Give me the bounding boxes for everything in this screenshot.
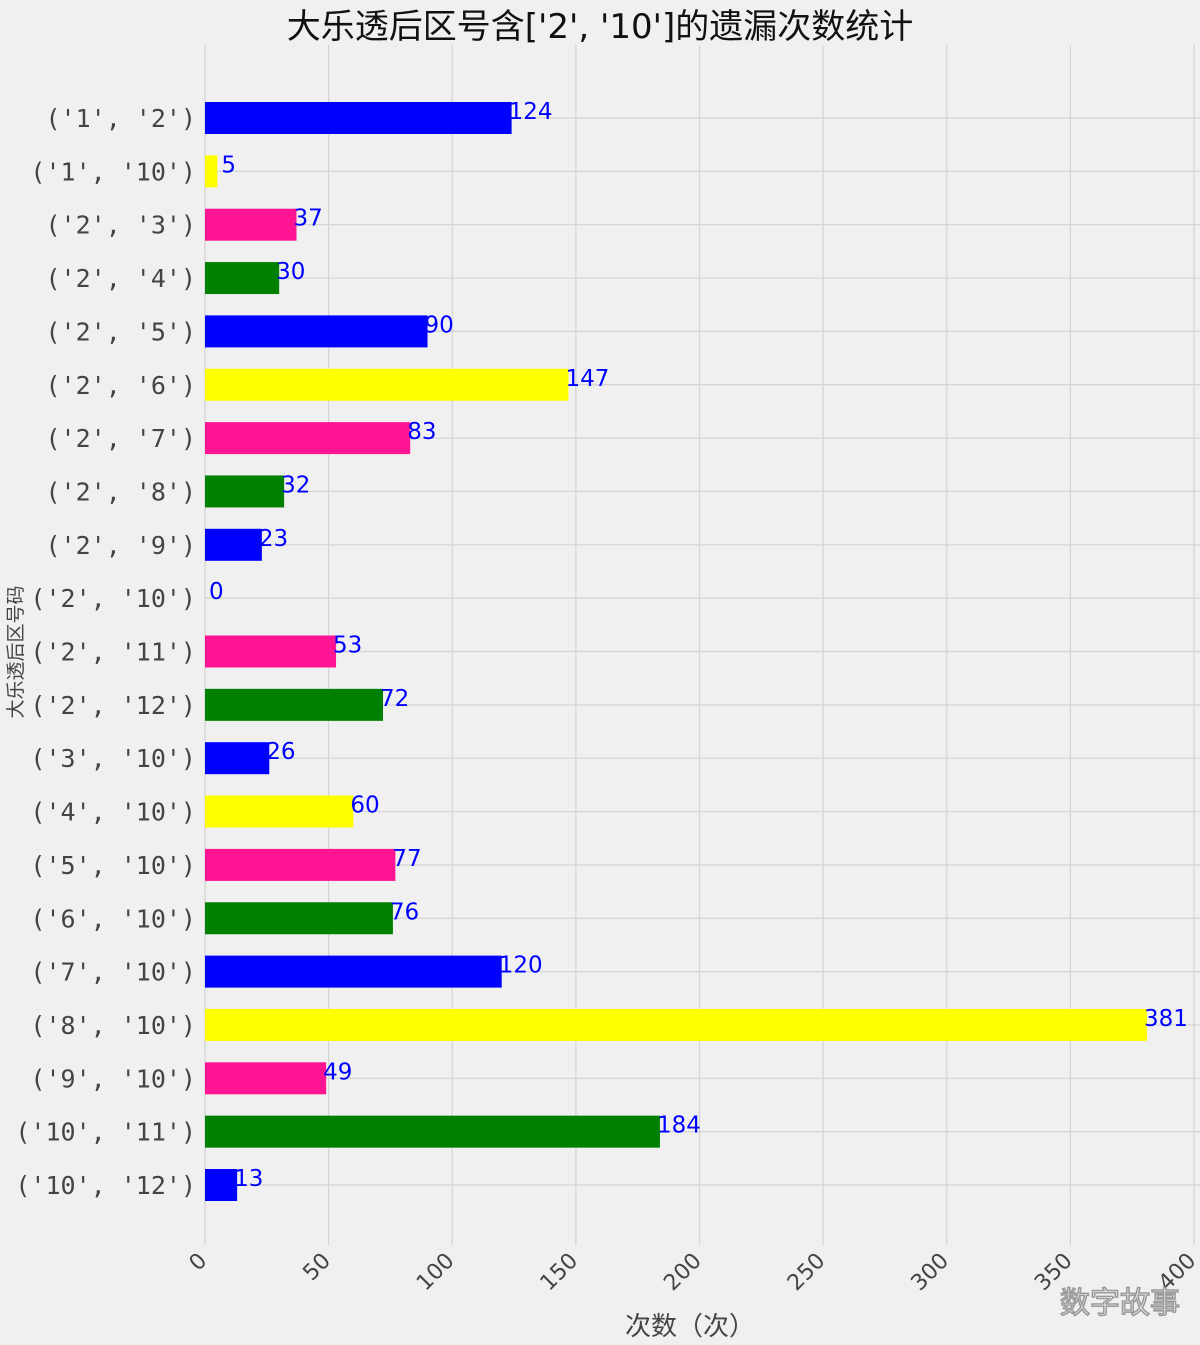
x-tick-label: 250 [783, 1249, 830, 1296]
gridlines [204, 45, 1200, 1245]
y-tick-label: ('1', '2') [45, 104, 196, 133]
y-tick-label: ('10', '11') [15, 1118, 196, 1147]
chart-title: 大乐透后区号含['2', '10']的遗漏次数统计 [287, 7, 913, 47]
bar [205, 955, 502, 988]
data-label: 30 [276, 259, 305, 285]
data-label: 72 [380, 686, 409, 712]
data-label: 90 [425, 312, 454, 338]
y-tick-label: ('3', '10') [30, 744, 196, 773]
watermark: 数字故事 [1060, 1286, 1180, 1321]
data-label: 83 [407, 419, 436, 445]
data-label: 49 [323, 1059, 352, 1085]
y-tick-label: ('4', '10') [30, 798, 196, 827]
y-tick-label: ('2', '6') [45, 371, 196, 400]
bar [205, 1062, 327, 1095]
data-label: 147 [565, 366, 609, 392]
data-label: 0 [209, 579, 224, 605]
y-tick-label: ('2', '11') [30, 638, 196, 667]
y-tick-label: ('10', '12') [15, 1171, 196, 1200]
bar [205, 688, 384, 721]
bar [205, 155, 218, 188]
data-label: 23 [259, 526, 288, 552]
bar [205, 422, 411, 455]
bar [205, 1115, 660, 1148]
data-label: 120 [499, 953, 543, 979]
y-tick-label: ('2', '8') [45, 477, 196, 506]
y-tick-label: ('2', '5') [45, 317, 196, 346]
data-label: 76 [390, 899, 419, 925]
bar [205, 208, 297, 241]
data-label: 53 [333, 633, 362, 659]
x-tick-label: 100 [412, 1249, 459, 1296]
x-tick-label: 0 [185, 1249, 213, 1277]
data-label: 77 [392, 846, 421, 872]
bar [205, 315, 428, 348]
y-tick-label: ('2', '10') [30, 584, 196, 613]
bar [205, 1169, 238, 1201]
data-label: 32 [281, 472, 310, 498]
bar [205, 1008, 1148, 1041]
y-tick-label: ('2', '3') [45, 211, 196, 240]
y-tick-label: ('2', '9') [45, 531, 196, 560]
bars [205, 102, 1148, 1201]
y-tick-label: ('2', '7') [45, 424, 196, 453]
bar [205, 795, 354, 828]
y-tick-label: ('2', '12') [30, 691, 196, 720]
y-tick-label: ('9', '10') [30, 1064, 196, 1093]
data-label: 184 [657, 1113, 701, 1139]
bar [205, 742, 270, 775]
x-axis-label: 次数（次） [625, 1312, 755, 1342]
data-label: 5 [221, 152, 236, 178]
data-label: 26 [266, 739, 295, 765]
x-tick-label: 50 [298, 1249, 335, 1286]
x-tick-label: 300 [907, 1249, 954, 1296]
data-label: 37 [293, 206, 322, 232]
y-tick-label: ('6', '10') [30, 904, 196, 933]
x-tick-labels: 0 50 100 150 200 250 300 350 400 [185, 1249, 1200, 1296]
data-label: 381 [1144, 1006, 1188, 1032]
data-label: 13 [234, 1166, 263, 1192]
y-tick-labels: ('1', '2') ('1', '10') ('2', '3') ('2', '4'… [15, 104, 196, 1200]
bar [205, 635, 337, 668]
bar [205, 475, 285, 508]
y-axis-label: 大乐透后区号码 [5, 585, 27, 718]
data-label: 124 [509, 99, 553, 125]
y-tick-label: ('2', '4') [45, 264, 196, 293]
bar [205, 368, 569, 401]
y-tick-label: ('1', '10') [30, 157, 196, 186]
bar [205, 102, 512, 134]
bar [205, 848, 396, 881]
y-tick-label: ('7', '10') [30, 958, 196, 987]
bar [205, 262, 280, 295]
bar [205, 902, 393, 935]
y-tick-label: ('8', '10') [30, 1011, 196, 1040]
y-tick-label: ('5', '10') [30, 851, 196, 880]
bar [205, 528, 262, 561]
data-label: 60 [350, 793, 379, 819]
x-tick-label: 200 [659, 1249, 706, 1296]
x-tick-label: 150 [536, 1249, 583, 1296]
data-labels: 124 5 37 30 90 147 83 32 23 0 53 72 26 60 77 76 120 381 49… [209, 99, 1188, 1192]
